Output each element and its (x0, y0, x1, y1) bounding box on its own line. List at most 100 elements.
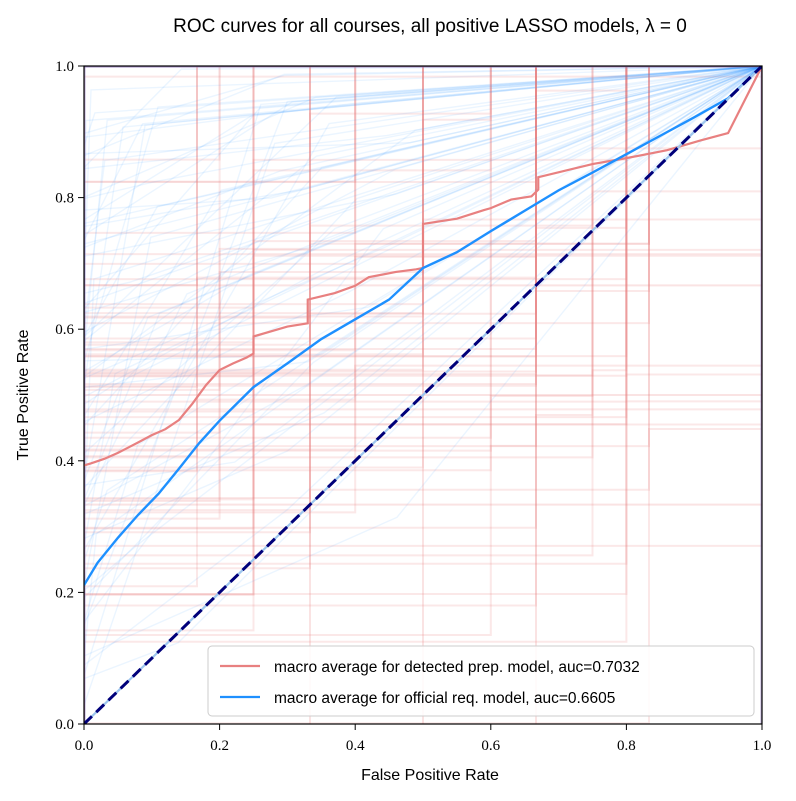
course-roc-curve (84, 66, 762, 724)
course-roc-curve (84, 66, 762, 724)
course-roc-curve (84, 66, 762, 724)
course-roc-curve (84, 66, 762, 724)
course-roc-curve (84, 66, 762, 724)
course-roc-curve (84, 66, 762, 724)
course-roc-curve (84, 66, 762, 724)
course-roc-curve (84, 66, 762, 724)
course-roc-curve (84, 66, 762, 724)
course-roc-curve (84, 66, 762, 724)
course-roc-curve (84, 66, 762, 724)
course-roc-curve (84, 66, 762, 724)
course-roc-curve (84, 66, 762, 724)
series-layer (84, 66, 762, 724)
course-roc-curve (84, 66, 762, 724)
course-roc-curve (84, 66, 762, 724)
course-roc-curve (84, 66, 762, 724)
course-roc-curve (84, 66, 762, 724)
course-roc-curve (84, 66, 762, 724)
course-roc-curve (84, 66, 762, 724)
course-roc-curve (84, 66, 762, 724)
course-roc-curve (84, 66, 762, 724)
course-roc-curve (84, 66, 762, 724)
course-roc-curve (84, 66, 762, 724)
course-roc-curve (84, 66, 762, 724)
course-roc-curve (84, 66, 762, 724)
course-roc-curve (84, 66, 762, 724)
course-roc-curve (84, 66, 762, 724)
course-roc-curve (84, 66, 762, 724)
course-roc-curve (84, 66, 762, 724)
course-roc-curve (84, 66, 762, 724)
course-roc-curve (84, 66, 762, 724)
course-roc-curve (84, 66, 762, 724)
course-roc-curve (84, 66, 762, 724)
course-roc-curve (84, 66, 762, 724)
course-roc-curve (84, 66, 762, 724)
course-roc-curve (84, 66, 762, 724)
course-roc-curve (84, 66, 762, 724)
plot-frame (83, 65, 763, 725)
course-roc-curve (84, 66, 762, 724)
course-roc-curve (84, 66, 762, 724)
legend-box (207, 645, 755, 717)
course-roc-curve (84, 66, 762, 724)
course-roc-curve (84, 66, 762, 724)
course-roc-curve (84, 66, 762, 724)
legend-label-detected: macro average for detected prep. model, … (274, 659, 640, 676)
y-tick-label: 0.2 (55, 585, 74, 601)
course-roc-curve (84, 66, 762, 724)
course-roc-curve (84, 66, 762, 724)
tick-layer: 0.0 0.2 0.4 0.6 0.8 1.0 0.0 0.2 0.4 0.6 0.8 1.0 (55, 59, 771, 754)
course-roc-curve (84, 66, 762, 724)
course-roc-curve (84, 66, 762, 724)
course-roc-curve (84, 66, 762, 724)
course-roc-curve (84, 66, 762, 724)
course-roc-curve (84, 66, 762, 724)
legend-label-official: macro average for official req. model, a… (274, 690, 615, 707)
y-tick-label: 0.0 (55, 717, 74, 733)
course-roc-curve (84, 66, 762, 724)
course-roc-curve (84, 66, 762, 724)
detected-macro-average-line (84, 66, 762, 467)
course-roc-curve (84, 66, 762, 724)
course-roc-curve (84, 66, 762, 724)
course-roc-curve (84, 66, 762, 724)
course-roc-curve (84, 66, 762, 724)
y-tick-label: 0.8 (55, 191, 74, 207)
course-roc-curve (84, 66, 762, 724)
course-roc-curve (84, 66, 762, 724)
course-roc-curve (84, 66, 762, 724)
course-roc-curve (84, 66, 762, 724)
course-roc-curve (84, 66, 762, 724)
course-roc-curve (84, 66, 762, 724)
course-roc-curve (84, 66, 762, 724)
course-roc-curve (84, 66, 762, 724)
course-roc-curve (84, 66, 762, 724)
course-roc-curve (84, 66, 762, 724)
course-roc-curve (84, 66, 762, 724)
x-tick-label: 1.0 (753, 738, 772, 754)
course-roc-curve (84, 66, 762, 724)
course-roc-curve (84, 66, 762, 724)
y-tick-label: 0.4 (55, 454, 74, 470)
course-roc-curve (84, 66, 762, 724)
course-roc-curve (84, 66, 762, 724)
course-roc-curve (84, 66, 762, 724)
course-roc-curve (84, 66, 762, 724)
course-roc-curve (84, 66, 762, 724)
course-roc-curve (84, 66, 762, 724)
course-roc-curve (84, 66, 762, 724)
course-roc-curve (84, 66, 762, 724)
course-roc-curve (84, 66, 762, 724)
course-roc-curve (84, 66, 762, 724)
course-roc-curve (84, 66, 762, 724)
course-roc-curve (84, 66, 762, 724)
course-roc-curve (84, 66, 762, 724)
course-roc-curve (84, 66, 762, 724)
course-roc-curve (84, 66, 762, 724)
course-roc-curve (84, 66, 762, 724)
course-roc-curve (84, 66, 762, 724)
course-roc-curve (84, 66, 762, 724)
